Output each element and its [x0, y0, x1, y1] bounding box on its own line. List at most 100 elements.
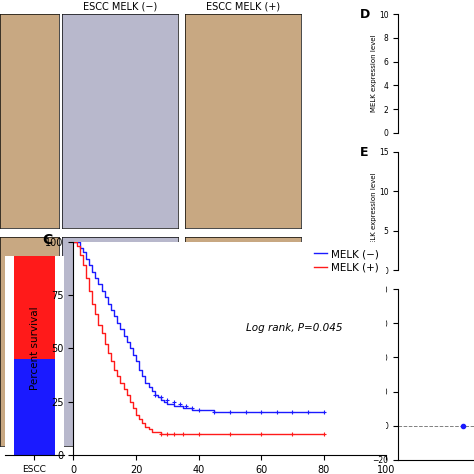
MELK (−) [305, 410, 311, 415]
MELK (+) [102, 341, 108, 347]
MELK (+) [243, 431, 248, 437]
MELK (+) [127, 399, 133, 405]
MELK (+) [139, 420, 145, 426]
MELK (+) [164, 431, 170, 437]
Text: ESCC MELK (+): ESCC MELK (+) [206, 2, 280, 12]
MELK (+) [137, 416, 142, 422]
MELK (−) [196, 408, 201, 413]
MELK (−) [102, 294, 108, 300]
Bar [14, 256, 55, 359]
MELK (−) [130, 352, 136, 357]
MELK (−) [227, 410, 233, 415]
MELK (+) [74, 243, 80, 249]
MELK (−) [211, 410, 217, 415]
MELK (+) [96, 322, 101, 328]
MELK (+) [114, 374, 120, 379]
Y-axis label: MELK expression level: MELK expression level [372, 35, 377, 112]
MELK (−) [139, 374, 145, 379]
MELK (−) [127, 346, 133, 351]
MELK (−) [321, 410, 327, 415]
Text: ESCC MELK (−): ESCC MELK (−) [82, 2, 157, 12]
MELK (−) [243, 410, 248, 415]
MELK (−) [105, 301, 111, 307]
MELK (−) [143, 380, 148, 385]
MELK (+) [130, 405, 136, 411]
MELK (−) [258, 410, 264, 415]
MELK (−) [108, 307, 114, 313]
Text: D: D [360, 9, 371, 21]
Text: F: F [360, 281, 369, 293]
MELK (−) [74, 239, 80, 245]
MELK (−) [114, 320, 120, 326]
MELK (+) [171, 431, 176, 437]
Legend: MELK (−), MELK (+): MELK (−), MELK (+) [312, 247, 381, 274]
MELK (+) [158, 431, 164, 437]
MELK (−) [152, 392, 158, 398]
MELK (−) [96, 282, 101, 287]
MELK (−) [124, 339, 129, 345]
MELK (+) [305, 431, 311, 437]
MELK (−) [161, 399, 167, 405]
MELK (+) [152, 428, 158, 434]
MELK (+) [71, 239, 76, 245]
MELK (−) [190, 408, 195, 413]
Text: Log rank, P=0.045: Log rank, P=0.045 [246, 323, 342, 333]
MELK (+) [124, 392, 129, 398]
MELK (−) [80, 249, 86, 255]
MELK (−) [290, 410, 295, 415]
MELK (−) [155, 394, 161, 400]
MELK (+) [86, 288, 92, 293]
MELK (−) [171, 403, 176, 409]
MELK (+) [190, 431, 195, 437]
Y-axis label: MELK expression level: MELK expression level [365, 336, 371, 413]
MELK (−) [86, 263, 92, 268]
MELK (+) [258, 431, 264, 437]
MELK (+) [274, 431, 280, 437]
MELK (+) [143, 425, 148, 430]
Y-axis label: MELK expression level: MELK expression level [372, 172, 377, 250]
MELK (+) [111, 367, 117, 373]
MELK (+) [80, 263, 86, 268]
MELK (−) [274, 410, 280, 415]
MELK (+) [155, 428, 161, 434]
MELK (−) [99, 288, 104, 293]
MELK (−) [90, 269, 95, 274]
MELK (+) [133, 411, 139, 418]
MELK (+) [77, 252, 82, 257]
MELK (−) [71, 239, 76, 245]
MELK (+) [149, 428, 155, 434]
MELK (+) [227, 431, 233, 437]
Y-axis label: Percent survival: Percent survival [30, 307, 40, 390]
MELK (+) [146, 427, 151, 432]
MELK (−) [158, 397, 164, 402]
MELK (+) [211, 431, 217, 437]
MELK (+) [121, 386, 127, 392]
MELK (+) [118, 380, 123, 385]
MELK (−) [149, 388, 155, 394]
Bar [14, 359, 55, 455]
MELK (−) [111, 314, 117, 319]
MELK (+) [290, 431, 295, 437]
MELK (−) [92, 275, 98, 281]
MELK (−) [180, 405, 186, 411]
MELK (+) [321, 431, 327, 437]
MELK (−) [137, 367, 142, 373]
MELK (−) [146, 384, 151, 390]
Line: MELK (−): MELK (−) [73, 242, 324, 412]
MELK (−) [83, 256, 89, 262]
Line: MELK (+): MELK (+) [73, 242, 324, 434]
MELK (−) [118, 327, 123, 332]
MELK (+) [99, 331, 104, 337]
MELK (+) [90, 301, 95, 307]
Text: C: C [42, 233, 53, 247]
MELK (+) [92, 311, 98, 317]
MELK (+) [196, 431, 201, 437]
MELK (+) [108, 358, 114, 364]
MELK (−) [121, 333, 127, 338]
Text: E: E [360, 146, 369, 159]
MELK (+) [83, 275, 89, 281]
MELK (−) [133, 358, 139, 364]
MELK (−) [77, 246, 82, 251]
MELK (−) [164, 401, 170, 407]
MELK (+) [105, 350, 111, 356]
